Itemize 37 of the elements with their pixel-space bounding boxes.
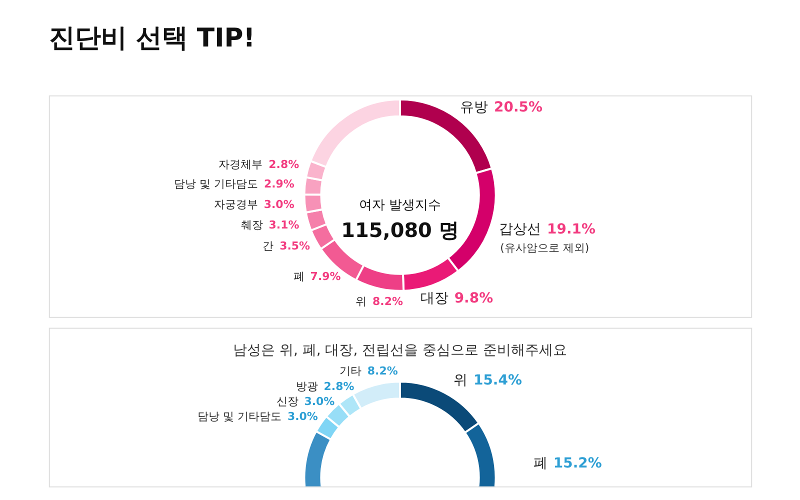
data-label: 2.9% (264, 177, 294, 190)
slice-label: 담낭 및 기타담도 (198, 410, 282, 423)
data-label: 2.8% (268, 158, 300, 172)
slice-label: 폐 (293, 270, 304, 284)
slice-label: 신장 (276, 395, 298, 408)
slice-label: 대장 (420, 290, 448, 306)
text: 115,080 명 (341, 218, 459, 242)
data-label: 7.9% (310, 270, 341, 284)
slice-label: 간 (262, 239, 274, 252)
data-label: 2.8% (324, 380, 354, 394)
chart-title: 진단비 선택 TIP! (48, 23, 256, 54)
data-label: 3.0% (304, 395, 335, 408)
data-label: 9.8% (454, 290, 494, 306)
slice-label: 기타 (339, 364, 362, 378)
data-label: 3.0% (287, 410, 318, 423)
slice-label: 담낭 및 기타담도 (174, 177, 258, 190)
slice-label: 방광 (296, 380, 318, 394)
data-label: 3.0% (264, 198, 294, 211)
data-label: 8.2% (372, 295, 403, 308)
data-label: 15.2% (553, 456, 602, 472)
slice-label: 위 (356, 295, 367, 308)
data-label: 20.5% (494, 99, 542, 116)
chart-title: 남성은 위, 폐, 대장, 전립선을 중심으로 준비해주세요 (233, 342, 567, 359)
slice-label: 유방 (460, 99, 488, 116)
data-label: 3.1% (268, 218, 300, 232)
slice-label: 자궁경부 (214, 198, 258, 211)
slice-label: 갑상선 (499, 221, 542, 238)
data-label: 8.2% (367, 364, 398, 378)
data-label: 3.5% (280, 239, 310, 252)
data-label: 19.1% (547, 221, 596, 238)
text: (유사암으로 제외) (500, 241, 590, 254)
slice-label: 폐 (533, 456, 548, 472)
text: 여자 발생지수 (358, 198, 442, 214)
slice-label: 자경체부 (218, 158, 263, 172)
slice-label: 췌장 (240, 218, 263, 232)
data-label: 15.4% (474, 372, 522, 388)
slice-label: 위 (454, 372, 468, 388)
